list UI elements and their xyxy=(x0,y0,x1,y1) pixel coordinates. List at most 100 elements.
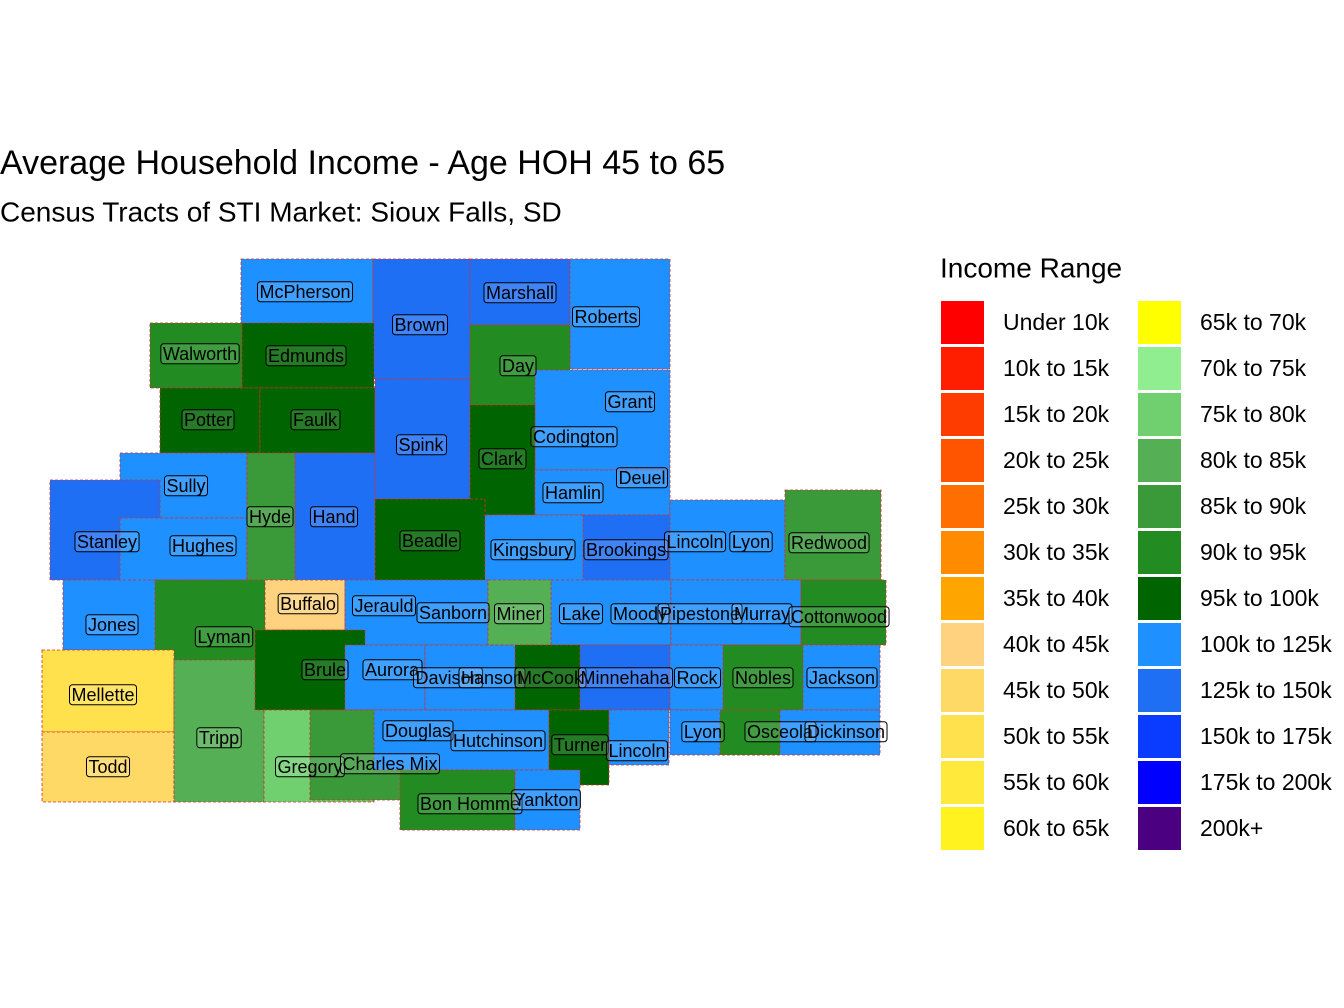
county-label-box xyxy=(417,793,523,815)
county-label-box xyxy=(160,343,240,365)
legend-label: 10k to 15k xyxy=(1003,355,1110,381)
county-label-box xyxy=(657,603,743,625)
county-shape xyxy=(41,649,175,733)
county-shape xyxy=(119,517,248,581)
legend-label: 100k to 125k xyxy=(1200,631,1332,657)
county-shape xyxy=(670,579,802,646)
legend-label: 75k to 80k xyxy=(1200,401,1307,427)
county-shape xyxy=(469,404,536,516)
county-label: Jackson xyxy=(809,668,875,688)
legend-swatch xyxy=(941,393,984,436)
county-label: Charles Mix xyxy=(342,754,437,774)
county-shape xyxy=(514,769,581,831)
county-label-box xyxy=(74,531,140,553)
county-label: Pipestone xyxy=(660,604,740,624)
legend-swatch xyxy=(1138,807,1181,850)
county-label-box xyxy=(458,667,526,689)
legend-label: 40k to 45k xyxy=(1003,631,1110,657)
county-shape xyxy=(294,452,376,582)
county-label-box xyxy=(530,426,618,448)
county-label-box xyxy=(804,721,888,743)
legend-swatch xyxy=(1138,761,1181,804)
county-label: Hamlin xyxy=(545,483,601,503)
county-label-box xyxy=(571,306,641,328)
county-label: Cottonwood xyxy=(791,607,887,627)
county-label: Brule xyxy=(304,660,346,680)
county-label: Minnehaha xyxy=(580,668,670,688)
legend-label: 55k to 60k xyxy=(1003,769,1110,795)
county-label-box xyxy=(514,667,587,689)
county-label: Osceola xyxy=(747,722,814,742)
county-shape xyxy=(514,644,586,711)
legend: Under 10k 10k to 15k 15k to 20k 20k to 25k 2… xyxy=(941,301,1332,850)
county-label-box xyxy=(301,659,349,681)
county-shape xyxy=(484,514,586,582)
county-shape xyxy=(240,258,374,326)
county-shape xyxy=(399,769,516,831)
legend-label: 80k to 85k xyxy=(1200,447,1307,473)
legend-swatch xyxy=(941,807,984,850)
legend-title: Income Range xyxy=(940,252,1122,283)
legend-swatch xyxy=(1138,393,1181,436)
county-label-box xyxy=(412,667,484,689)
legend-swatch xyxy=(941,531,984,574)
legend-swatch xyxy=(1138,347,1181,390)
county-label-box xyxy=(731,603,793,625)
legend-label: 30k to 35k xyxy=(1003,539,1110,565)
legend-swatch xyxy=(941,301,984,344)
county-label: Deuel xyxy=(618,468,665,488)
county-label-box xyxy=(663,531,727,553)
county-label-box xyxy=(246,506,294,528)
legend-swatch xyxy=(941,439,984,482)
county-shape xyxy=(579,644,671,711)
legend-label: 175k to 200k xyxy=(1200,769,1332,795)
county-label-box xyxy=(68,684,138,706)
county-label: Potter xyxy=(184,410,232,430)
county-label: Lyman xyxy=(197,627,250,647)
county-label: Miner xyxy=(496,604,541,624)
county-label: Faulk xyxy=(293,410,338,430)
legend-swatch xyxy=(941,623,984,666)
county-label-box xyxy=(194,626,254,648)
legend-label: 95k to 100k xyxy=(1200,585,1319,611)
map xyxy=(41,258,887,831)
county-label-box xyxy=(577,667,674,689)
legend-label: Under 10k xyxy=(1003,309,1110,335)
legend-swatch xyxy=(941,485,984,528)
county-label: Day xyxy=(502,356,534,376)
county-shape xyxy=(374,498,486,582)
legend-swatch xyxy=(1138,485,1181,528)
county-label: Hand xyxy=(312,507,355,527)
county-label: Hutchinson xyxy=(453,731,543,751)
county-label-box xyxy=(196,727,242,749)
county-label: Hanson xyxy=(461,668,523,688)
legend-swatch xyxy=(941,347,984,390)
county-label: Nobles xyxy=(735,668,791,688)
county-label: Kingsbury xyxy=(493,540,573,560)
county-label: Sully xyxy=(166,476,205,496)
county-label-box xyxy=(395,434,448,456)
county-label-box xyxy=(181,409,235,431)
county-label-box xyxy=(788,606,890,628)
county-shape xyxy=(719,709,781,756)
county-label-box xyxy=(309,506,359,528)
county-label: Redwood xyxy=(791,533,867,553)
county-label: Aurora xyxy=(365,660,420,680)
county-shape xyxy=(159,387,261,454)
county-shape xyxy=(534,369,671,471)
county-label-box xyxy=(277,593,339,615)
county-label: Marshall xyxy=(486,283,554,303)
county-label-box xyxy=(558,603,604,625)
county-label: Clark xyxy=(481,449,524,469)
county-label: Codington xyxy=(533,427,615,447)
legend-label: 45k to 50k xyxy=(1003,677,1110,703)
county-label: Tripp xyxy=(199,728,239,748)
legend-swatch xyxy=(941,761,984,804)
legend-swatch xyxy=(1138,577,1181,620)
county-label-box xyxy=(610,603,670,625)
subtitle: Census Tracts of STI Market: Sioux Falls… xyxy=(0,196,562,227)
county-label: Jones xyxy=(88,615,136,635)
county-shape xyxy=(608,709,670,766)
county-label-box xyxy=(542,482,604,504)
county-label: Moody xyxy=(613,604,667,624)
